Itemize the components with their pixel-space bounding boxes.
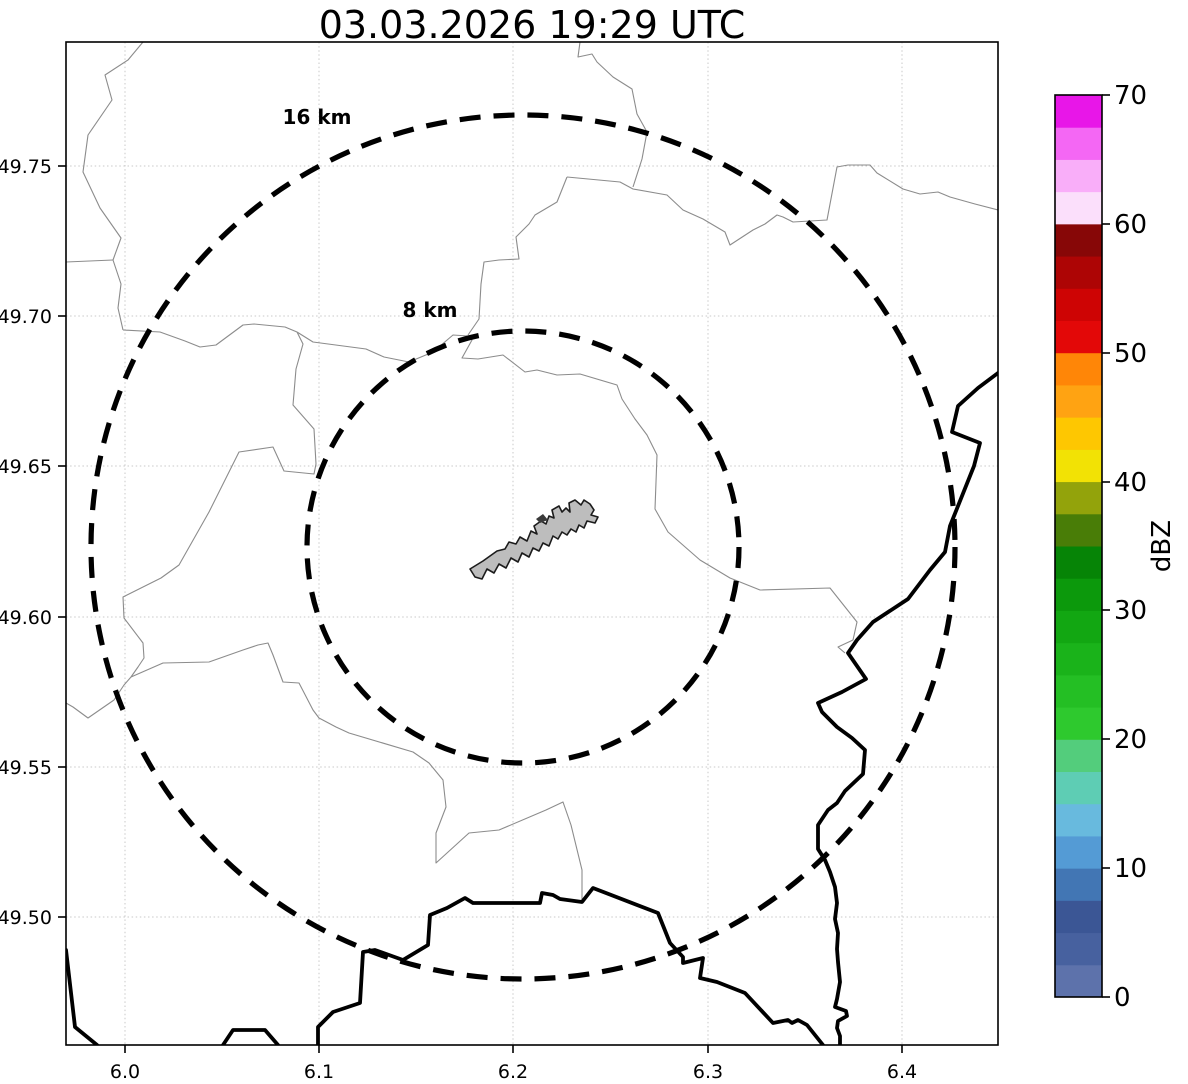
colorbar-segment: [1055, 159, 1102, 193]
x-tick-label: 6.2: [498, 1061, 528, 1083]
colorbar-segment: [1055, 95, 1102, 128]
range-ring-16km-label: 16 km: [283, 105, 352, 129]
colorbar-segment: [1055, 932, 1102, 966]
range-rings-layer: [88, 112, 958, 982]
colorbar-segments: [1055, 95, 1102, 998]
colorbar-segment: [1055, 771, 1102, 805]
colorbar-segment: [1055, 191, 1102, 225]
plot-frame: [65, 41, 999, 1046]
colorbar-segment: [1055, 803, 1102, 837]
municipality-boundary-line: [66, 331, 317, 719]
country-border-line: [816, 371, 998, 1045]
range-ring-8km-label: 8 km: [402, 298, 457, 322]
colorbar-axis-label: dBZ: [1147, 520, 1177, 572]
colorbar-segment: [1055, 868, 1102, 901]
colorbar: 0 10 20 30 40 50 60 70 dBZ: [1054, 81, 1177, 1013]
municipality-boundary-line: [566, 164, 998, 246]
range-ring-8km: [304, 328, 742, 766]
colorbar-segment: [1055, 417, 1102, 450]
colorbar-segment: [1055, 707, 1102, 740]
colorbar-ticks: [1102, 94, 1110, 998]
colorbar-tick-label: 40: [1114, 468, 1147, 498]
colorbar-segment: [1055, 546, 1102, 579]
y-tick-label: 49.75: [0, 156, 52, 178]
x-axis: 6.0 6.1 6.2 6.3 6.4: [110, 1045, 917, 1083]
country-border-line: [316, 886, 825, 1045]
municipality-boundary-line: [122, 323, 298, 348]
municipality-boundary-line: [577, 42, 648, 188]
colorbar-segment: [1055, 223, 1102, 257]
colorbar-segment: [1055, 256, 1102, 289]
colorbar-tick-label: 10: [1114, 854, 1147, 884]
y-tick-label: 49.70: [0, 306, 52, 328]
country-border-line: [66, 948, 99, 1045]
colorbar-segment: [1055, 900, 1102, 934]
colorbar-tick-label: 70: [1114, 81, 1147, 111]
country-border-layer: [66, 371, 998, 1045]
colorbar-segment: [1055, 642, 1102, 676]
y-tick-label: 49.60: [0, 607, 52, 629]
colorbar-segment: [1055, 610, 1102, 644]
colorbar-segment: [1055, 674, 1102, 708]
colorbar-segment: [1055, 384, 1102, 418]
urban-area-dark-patch: [536, 514, 548, 523]
colorbar-segment: [1055, 481, 1102, 515]
y-axis: 49.75 49.70 49.65 49.60 49.55 49.50: [0, 156, 66, 929]
colorbar-tick-label: 0: [1114, 983, 1131, 1013]
urban-area-layer: [469, 499, 599, 580]
country-border-line: [221, 1028, 280, 1045]
municipality-boundary-line: [82, 42, 144, 331]
colorbar-tick-label: 30: [1114, 596, 1147, 626]
colorbar-segment: [1055, 449, 1102, 483]
x-tick-label: 6.3: [693, 1061, 723, 1083]
colorbar-tick-label: 20: [1114, 725, 1147, 755]
municipality-boundary-line: [467, 176, 568, 336]
x-tick-label: 6.0: [110, 1061, 140, 1083]
colorbar-segment: [1055, 964, 1102, 998]
colorbar-segment: [1055, 835, 1102, 869]
plot-title: 03.03.2026 19:29 UTC: [319, 3, 746, 47]
y-tick-label: 49.50: [0, 907, 52, 929]
urban-area-shape: [469, 499, 599, 580]
colorbar-segment: [1055, 320, 1102, 354]
colorbar-segment: [1055, 513, 1102, 547]
colorbar-segment: [1055, 739, 1102, 772]
range-ring-16km: [88, 112, 958, 982]
colorbar-segment: [1055, 352, 1102, 386]
colorbar-tick-label: 50: [1114, 339, 1147, 369]
colorbar-frame: [1054, 94, 1103, 998]
colorbar-segment: [1055, 578, 1102, 611]
municipality-boundary-line: [66, 259, 114, 263]
municipality-boundary-line: [130, 642, 583, 901]
y-tick-label: 49.55: [0, 757, 52, 779]
colorbar-tick-label: 60: [1114, 210, 1147, 240]
x-tick-label: 6.1: [304, 1061, 334, 1083]
x-tick-label: 6.4: [887, 1061, 917, 1083]
y-tick-label: 49.65: [0, 456, 52, 478]
colorbar-segment: [1055, 288, 1102, 321]
colorbar-segment: [1055, 127, 1102, 160]
